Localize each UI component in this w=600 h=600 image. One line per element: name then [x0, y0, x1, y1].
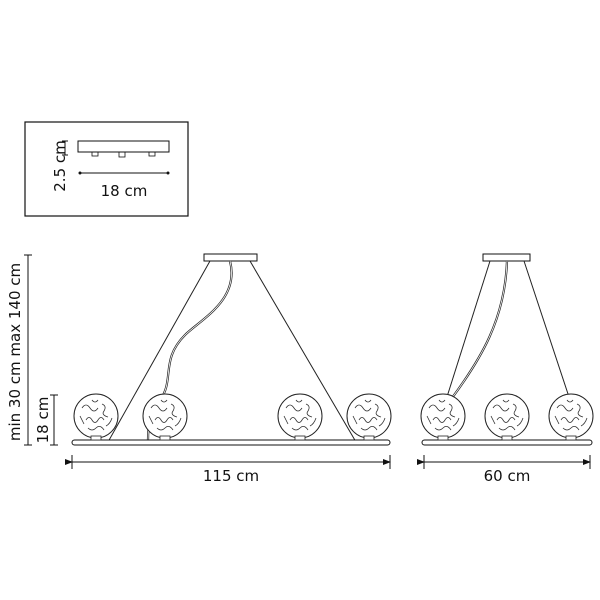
front-canopy	[203, 253, 258, 262]
canopy-inset: 18 cm 2.5 cm	[24, 121, 189, 217]
front-view: 115 cm min 30 cm max 140 cm 18 cm	[6, 253, 392, 485]
globe-height-label: 18 cm	[34, 397, 52, 444]
front-bar	[71, 439, 391, 446]
side-width-label: 60 cm	[484, 467, 531, 485]
suspension-wire	[445, 260, 491, 401]
globe-shade	[484, 393, 530, 441]
inset-height-label: 2.5 cm	[51, 140, 69, 191]
globe-shade	[142, 393, 188, 441]
front-width-label: 115 cm	[203, 467, 259, 485]
canopy-plate	[77, 140, 170, 153]
suspension-wire	[523, 260, 571, 401]
inset-frame	[24, 121, 189, 217]
power-cable	[451, 260, 509, 399]
inset-width-label: 18 cm	[101, 182, 148, 200]
globe-shade	[73, 393, 119, 441]
side-canopy	[482, 253, 531, 262]
side-view: 60 cm	[417, 253, 594, 485]
suspension-wire	[249, 260, 357, 443]
suspension-wire	[107, 260, 211, 443]
side-bar	[421, 439, 593, 446]
globe-shade	[548, 393, 594, 441]
drop-label: min 30 cm max 140 cm	[6, 263, 24, 441]
globe-shade	[277, 393, 323, 441]
globe-shade	[420, 393, 466, 441]
globe-shade	[346, 393, 392, 441]
